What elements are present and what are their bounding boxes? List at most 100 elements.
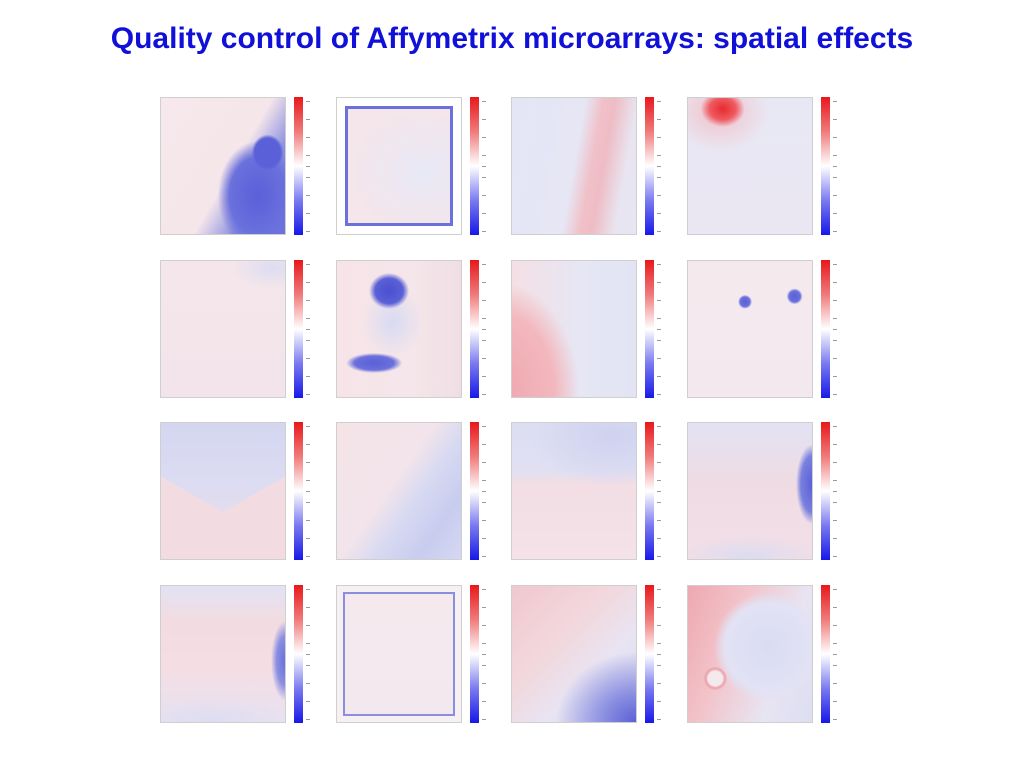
color-scale-bar [470, 260, 479, 398]
color-scale-tick [833, 643, 837, 644]
color-scale-tick [482, 556, 486, 557]
array-panel-7 [511, 253, 671, 403]
color-scale-tick [657, 426, 661, 427]
color-scale-ticks [833, 97, 845, 235]
color-scale-ticks [306, 585, 318, 723]
array-panel-9 [160, 415, 320, 565]
color-scale-tick [657, 502, 661, 503]
color-scale-ticks [657, 97, 669, 235]
color-scale-tick [306, 491, 310, 492]
color-scale-tick [306, 166, 310, 167]
color-scale-tick [657, 607, 661, 608]
color-scale-tick [306, 502, 310, 503]
color-scale-tick [833, 119, 837, 120]
color-scale-tick [482, 444, 486, 445]
color-scale-tick [833, 625, 837, 626]
color-scale-tick [833, 701, 837, 702]
color-scale-tick [833, 101, 837, 102]
color-scale-tick [657, 101, 661, 102]
color-scale-ticks [482, 422, 494, 560]
color-scale-tick [657, 719, 661, 720]
color-scale-tick [306, 231, 310, 232]
panel-caption [163, 253, 285, 259]
color-scale-tick [657, 137, 661, 138]
array-image [160, 97, 286, 235]
color-scale-tick [482, 480, 486, 481]
array-image [687, 422, 813, 560]
color-scale-tick [657, 231, 661, 232]
color-scale-tick [657, 394, 661, 395]
color-scale-tick [306, 264, 310, 265]
color-scale-tick [657, 654, 661, 655]
color-scale-ticks [833, 585, 845, 723]
color-scale-tick [306, 520, 310, 521]
color-scale-tick [306, 195, 310, 196]
color-scale-tick [482, 394, 486, 395]
color-scale-tick [306, 137, 310, 138]
array-panel-13 [160, 578, 320, 728]
color-scale-tick [833, 683, 837, 684]
color-scale-bar [470, 422, 479, 560]
color-scale-ticks [306, 260, 318, 398]
slide-title: Quality control of Affymetrix microarray… [110, 22, 914, 55]
color-scale-tick [833, 166, 837, 167]
color-scale-tick [482, 491, 486, 492]
color-scale-tick [657, 166, 661, 167]
color-scale-tick [833, 491, 837, 492]
color-scale-tick [482, 231, 486, 232]
color-scale-tick [482, 195, 486, 196]
array-panel-5 [160, 253, 320, 403]
color-scale-tick [482, 701, 486, 702]
color-scale-ticks [306, 422, 318, 560]
color-scale-tick [482, 654, 486, 655]
color-scale-bar [821, 585, 830, 723]
color-scale-tick [306, 462, 310, 463]
color-scale-tick [306, 426, 310, 427]
color-scale-bar [821, 422, 830, 560]
panel-caption [339, 253, 461, 259]
color-scale-tick [657, 665, 661, 666]
color-scale-tick [833, 394, 837, 395]
panel-caption [339, 90, 461, 96]
color-scale-tick [657, 329, 661, 330]
color-scale-tick [833, 589, 837, 590]
panel-caption [514, 578, 636, 584]
array-image [336, 585, 462, 723]
array-image [511, 585, 637, 723]
color-scale-tick [482, 318, 486, 319]
color-scale-tick [306, 480, 310, 481]
array-image [687, 260, 813, 398]
color-scale-tick [833, 137, 837, 138]
color-scale-tick [482, 264, 486, 265]
color-scale-tick [833, 282, 837, 283]
array-panel-10 [336, 415, 496, 565]
color-scale-bar [645, 585, 654, 723]
color-scale-tick [482, 300, 486, 301]
color-scale-tick [657, 358, 661, 359]
color-scale-tick [482, 358, 486, 359]
color-scale-tick [833, 444, 837, 445]
color-scale-tick [306, 625, 310, 626]
color-scale-tick [482, 502, 486, 503]
color-scale-tick [833, 177, 837, 178]
color-scale-tick [833, 426, 837, 427]
color-scale-tick [306, 119, 310, 120]
color-scale-bar [645, 260, 654, 398]
color-scale-tick [482, 665, 486, 666]
color-scale-bar [821, 260, 830, 398]
color-scale-bar [294, 260, 303, 398]
color-scale-tick [306, 538, 310, 539]
color-scale-tick [306, 101, 310, 102]
color-scale-tick [833, 264, 837, 265]
color-scale-tick [833, 231, 837, 232]
color-scale-ticks [657, 260, 669, 398]
color-scale-tick [833, 195, 837, 196]
color-scale-tick [306, 155, 310, 156]
color-scale-tick [833, 502, 837, 503]
panel-caption [339, 578, 461, 584]
color-scale-tick [306, 300, 310, 301]
color-scale-tick [306, 683, 310, 684]
panel-caption [163, 415, 285, 421]
color-scale-tick [833, 480, 837, 481]
color-scale-tick [482, 462, 486, 463]
